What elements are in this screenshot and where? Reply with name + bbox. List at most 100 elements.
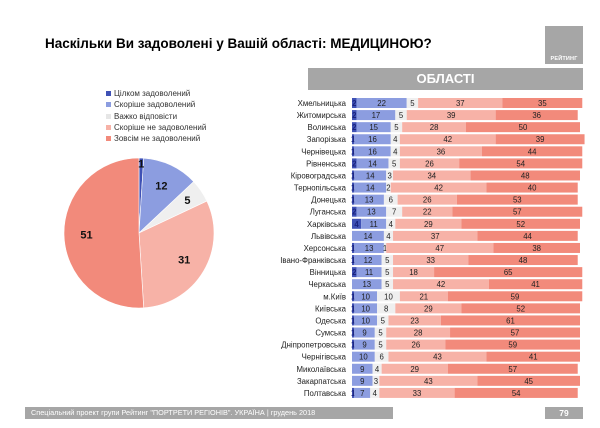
bar-data-label: 12 <box>364 256 373 265</box>
bar-segment <box>468 255 578 266</box>
bar-segment <box>356 98 407 108</box>
bar-segment <box>402 122 466 133</box>
bar-data-label: 13 <box>367 208 376 217</box>
bar-segment <box>393 170 471 181</box>
bar-segment <box>386 242 494 253</box>
legend-label: Важко відповісти <box>114 111 178 121</box>
bar-segment <box>386 218 396 229</box>
bar-segment <box>445 339 580 350</box>
bar-data-label: 14 <box>366 184 375 193</box>
bar-segment <box>352 206 357 217</box>
bar-segment <box>447 291 583 302</box>
bar-data-label: 50 <box>519 123 528 132</box>
bar-segment <box>388 158 400 169</box>
category-label: Донецька <box>311 196 346 205</box>
category-label: Київська <box>315 304 347 313</box>
bar-data-label: 4 <box>375 365 380 374</box>
bar-segment <box>356 110 396 121</box>
bar-segment <box>379 375 478 386</box>
bar-data-label: 43 <box>433 353 442 362</box>
bar-segment <box>399 158 460 169</box>
bar-data-label: 43 <box>424 377 433 386</box>
bar-data-label: 5 <box>378 329 383 338</box>
bar-data-label: 1 <box>351 389 356 398</box>
bar-segment <box>434 267 583 278</box>
bar-segment <box>352 363 373 374</box>
bar-data-label: 7 <box>360 389 364 398</box>
bar-data-label: 1 <box>351 196 356 205</box>
bar-data-label: 41 <box>529 353 538 362</box>
bar-data-label: 15 <box>369 123 378 132</box>
bar-segment <box>461 218 580 229</box>
bar-data-label: 3 <box>387 171 391 180</box>
bar-data-label: 2 <box>352 268 357 277</box>
bar-segment <box>395 218 462 229</box>
bar-data-label: 14 <box>366 171 375 180</box>
bar-data-label: 1 <box>351 304 356 313</box>
category-label: Житомирська <box>297 111 347 120</box>
bar-data-label: 10 <box>361 316 370 325</box>
bar-segment <box>406 98 419 108</box>
bar-segment <box>488 279 583 290</box>
bar-segment <box>393 267 435 278</box>
bar-segment <box>390 182 487 193</box>
bar-segment <box>381 267 394 278</box>
bar-segment <box>383 242 387 253</box>
bar-segment <box>470 170 580 181</box>
bar-segment <box>390 134 400 145</box>
bar-data-label: 14 <box>368 159 377 168</box>
bar-data-label: 23 <box>410 316 419 325</box>
category-label: Вінницька <box>310 268 347 277</box>
bar-data-label: 52 <box>516 220 525 229</box>
bar-data-label: 14 <box>364 232 373 241</box>
category-label: Чернігівська <box>302 353 347 362</box>
bar-data-label: 54 <box>512 389 521 398</box>
bar-data-label: 5 <box>410 99 415 108</box>
bar-data-label: 22 <box>423 208 432 217</box>
bar-segment <box>486 182 578 193</box>
bar-segment <box>379 387 455 398</box>
bar-segment <box>352 279 382 290</box>
pie-data-label: 1 <box>138 158 144 170</box>
bar-segment <box>450 327 580 338</box>
bar-segment <box>354 194 384 205</box>
bar-data-label: 54 <box>516 159 525 168</box>
bar-data-label: 53 <box>513 196 522 205</box>
bar-data-label: 9 <box>362 341 366 350</box>
bar-data-label: 26 <box>423 196 432 205</box>
legend-item: Скоріше задоволений <box>106 99 206 110</box>
bar-data-label: 57 <box>511 329 520 338</box>
category-label: м.Київ <box>323 292 346 301</box>
bar-segment <box>502 98 583 108</box>
legend-label: Цілком задоволений <box>114 89 191 98</box>
bar-segment <box>388 351 487 362</box>
bar-segment <box>390 122 403 133</box>
bar-segment <box>393 255 469 266</box>
bar-segment <box>447 363 578 374</box>
bar-segment <box>477 230 578 241</box>
bar-segment <box>477 375 580 386</box>
bar-data-label: 4 <box>386 232 391 241</box>
bar-data-label: 42 <box>434 184 443 193</box>
bar-segment <box>354 255 382 266</box>
bar-segment <box>459 158 583 169</box>
bar-segment <box>390 146 400 157</box>
bar-data-label: 38 <box>532 244 541 253</box>
bar-segment <box>374 327 387 338</box>
bar-segment <box>354 170 387 181</box>
bar-segment <box>352 303 355 314</box>
bar-segment <box>352 110 357 121</box>
bar-segment <box>493 242 580 253</box>
bar-data-label: 1 <box>351 147 356 156</box>
bar-segment <box>383 230 394 241</box>
bar-data-label: 1 <box>351 256 356 265</box>
bar-data-label: 1 <box>351 171 356 180</box>
bar-segment <box>399 134 496 145</box>
bar-segment <box>440 315 580 326</box>
bar-data-label: 9 <box>362 329 366 338</box>
bar-segment <box>352 375 373 386</box>
bar-data-label: 29 <box>410 365 419 374</box>
bar-segment <box>352 315 355 326</box>
bar-segment <box>352 146 355 157</box>
bar-data-label: 39 <box>447 111 456 120</box>
